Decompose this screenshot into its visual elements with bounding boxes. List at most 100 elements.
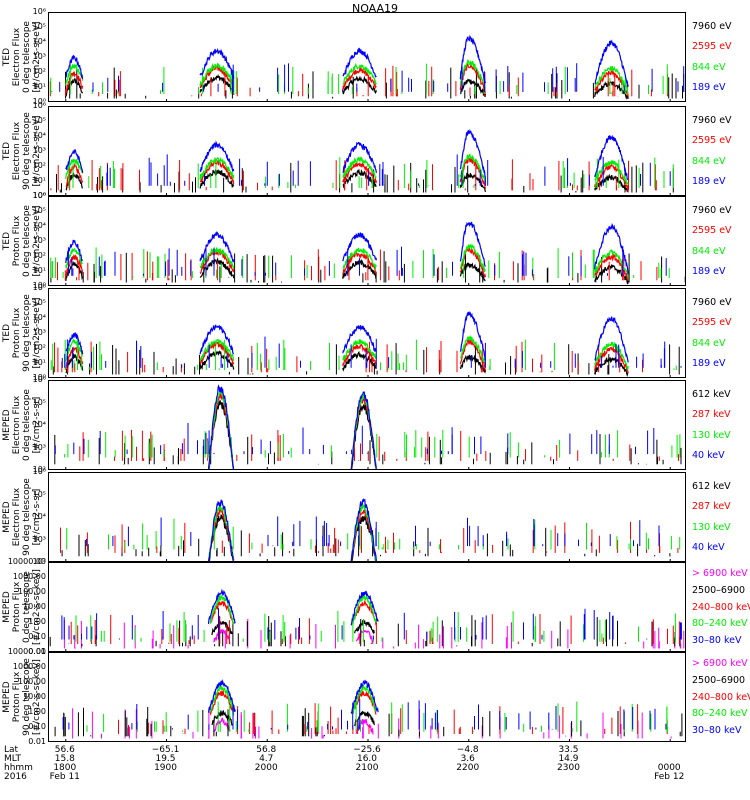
y-tick-label: 10³	[32, 534, 46, 544]
series-line-844-ev	[594, 341, 629, 371]
legend-entry: 844 eV	[692, 61, 726, 73]
y-tick-label: 10⁶	[32, 191, 46, 200]
y-tick-label: 0.01	[28, 737, 46, 746]
chart-title: NOAA19	[351, 2, 399, 15]
legend-entry: 844 eV	[692, 337, 726, 349]
legend-entry: 612 keV	[692, 481, 731, 493]
series-line-2595-ev	[459, 62, 487, 93]
y-tick-label: 10⁶	[32, 375, 46, 384]
series-line-7960-ev	[199, 169, 235, 189]
series-line-189-ev	[459, 34, 487, 84]
y-tick-label: 10⁴	[32, 512, 46, 521]
series-line-80-240-kev	[352, 683, 377, 714]
panel-4	[48, 288, 686, 378]
legend-8: > 6900 keV 2500–6900 240–800 keV 80–240 keV…	[692, 652, 750, 742]
legend-entry: 7960 eV	[692, 205, 732, 217]
y-tick-label: 1000.00	[12, 572, 46, 581]
y-tick-label: 10³	[32, 146, 46, 155]
x-tick-label: 56.8	[256, 745, 277, 755]
series-line-7960-ev	[342, 75, 377, 95]
legend-entry: 40 keV	[692, 541, 725, 553]
x-tick-label: Feb 12	[654, 772, 685, 782]
panel-plot	[50, 221, 685, 285]
series-line-844-ev	[199, 156, 235, 181]
legend-entry: 2595 eV	[692, 225, 732, 237]
y-tick-label: 10⁵	[32, 298, 46, 307]
x-tick-label: 56.6	[54, 745, 75, 755]
series-line-80-240-kev	[209, 594, 235, 625]
series-line-189-ev	[459, 311, 487, 361]
legend-entry: 130 keV	[692, 429, 731, 441]
series-line--6900-kev	[355, 629, 374, 644]
panel-plot	[49, 588, 685, 651]
legend-entry: 2595 eV	[692, 317, 732, 329]
series-line-844-ev	[594, 65, 629, 96]
series-line-189-ev	[594, 39, 629, 87]
series-line-240-800-kev	[209, 690, 235, 716]
legend-entry: 80–240 keV	[692, 708, 748, 720]
series-line-844-ev	[65, 338, 83, 362]
series-line-844-ev	[459, 58, 487, 90]
series-line-189-ev	[199, 324, 235, 355]
series-line-844-ev	[342, 339, 377, 361]
y-tick-label: 1.00	[28, 707, 46, 716]
x-axis-row-label: hhmm	[4, 763, 33, 773]
legend-entry: 2500–6900	[692, 584, 746, 596]
series-line-2595-ev	[459, 157, 487, 189]
x-tick-label: −4.8	[456, 745, 479, 755]
series-line-7960-ev	[594, 80, 629, 100]
legend-entry: 240–800 keV	[692, 601, 750, 613]
panel-plot	[50, 311, 682, 377]
y-tick-label: 10⁴	[32, 221, 46, 230]
series-line-30-80-kev	[207, 679, 236, 713]
x-tick-label: 19.5	[155, 754, 176, 764]
series-line-80-240-kev	[352, 594, 377, 626]
series-line-2595-ev	[342, 251, 377, 275]
y-tick-label: 10⁵	[32, 116, 46, 125]
series-line-2500-6900	[211, 709, 233, 726]
y-tick-label: 1.00	[28, 617, 46, 626]
y-tick-label: 0.10	[28, 632, 46, 641]
panel-2	[48, 106, 686, 196]
series-line-2595-ev	[342, 161, 377, 184]
y-tick-label: 10⁶	[32, 283, 46, 292]
x-axis-row-label: MLT	[4, 754, 22, 764]
legend-4: 7960 eV 2595 eV 844 eV 189 eV	[692, 288, 750, 378]
y-tick-label: 10¹	[32, 176, 46, 185]
legend-entry: 2595 eV	[692, 135, 732, 147]
series-line-40-kev	[208, 499, 234, 561]
legend-2: 7960 eV 2595 eV 844 eV 189 eV	[692, 106, 750, 196]
x-tick-label: −25.6	[353, 745, 381, 755]
panel-1	[48, 12, 686, 102]
series-line-844-ev	[459, 334, 487, 366]
x-tick-label: Feb 11	[49, 772, 80, 782]
series-line-80-240-kev	[209, 684, 235, 716]
series-line-844-ev	[594, 160, 629, 185]
y-tick-label: 0.01	[28, 647, 46, 656]
series-line-189-ev	[65, 149, 84, 173]
legend-entry: 287 keV	[692, 501, 731, 513]
y-tick-label: 10⁶	[32, 101, 46, 110]
y-tick-label: 10.00	[23, 692, 46, 701]
y-tick-label: 10¹	[32, 358, 46, 367]
legend-entry: 30–80 keV	[692, 635, 742, 647]
legend-7: > 6900 keV 2500–6900 240–800 keV 80–240 keV…	[692, 562, 750, 652]
x-tick-label: 2100	[355, 763, 379, 773]
series-line-2595-ev	[459, 338, 487, 371]
series-line-7960-ev	[342, 350, 377, 372]
series-line-189-ev	[459, 221, 486, 267]
x-tick-label: −65.1	[151, 745, 180, 755]
y-tick-label: 10³	[32, 328, 46, 337]
x-tick-label: 33.5	[558, 745, 579, 755]
y-tick-label: 10⁰	[32, 97, 46, 106]
x-tick-label: 2300	[557, 763, 580, 773]
series-line-2595-ev	[342, 66, 377, 91]
y-tick-label: 10000.00	[7, 557, 46, 566]
x-axis-row-label: 2016	[4, 772, 27, 782]
legend-entry: 40 keV	[692, 449, 725, 461]
x-tick-label: 16.0	[356, 754, 378, 764]
legend-entry: 189 eV	[692, 175, 726, 187]
y-tick-label: 10²	[32, 161, 46, 170]
y-tick-label: 10²	[32, 557, 46, 566]
legend-entry: > 6900 keV	[692, 657, 748, 669]
